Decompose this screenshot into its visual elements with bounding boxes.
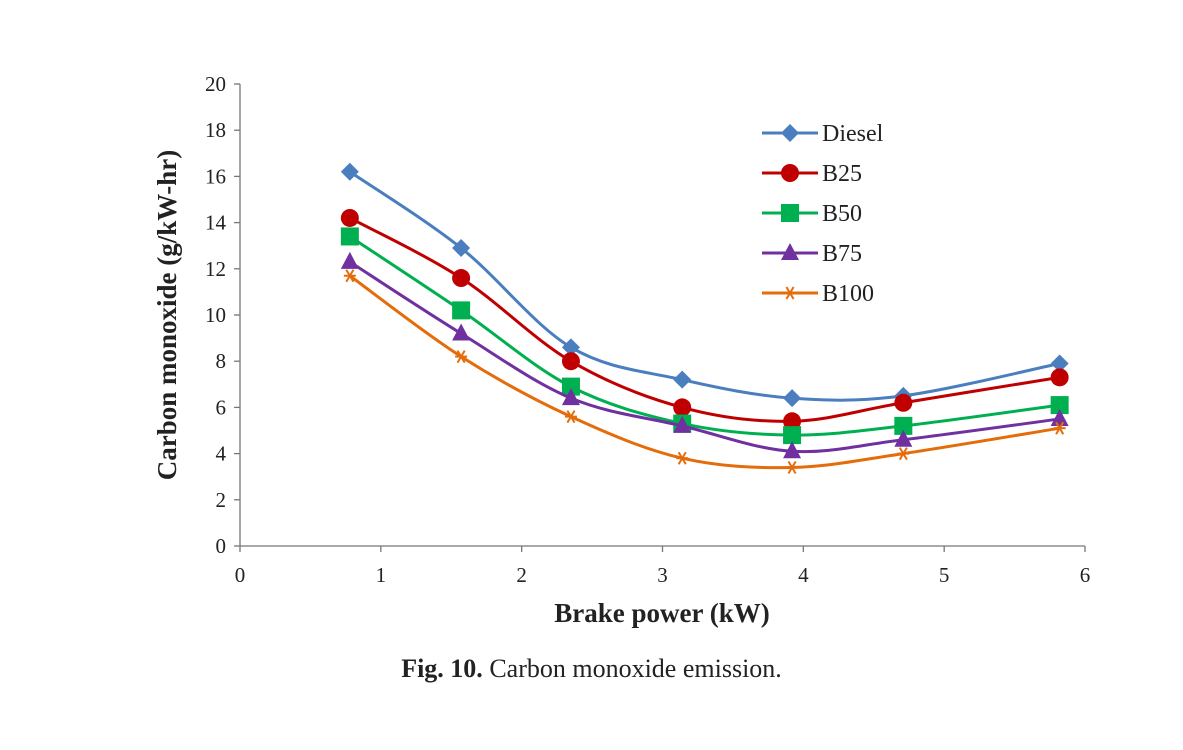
caption-label: Fig. 10. — [401, 654, 483, 683]
data-point-b50 — [340, 227, 359, 246]
legend-marker-b25 — [781, 164, 799, 182]
series-diesel — [340, 162, 1069, 408]
x-tick-label: 1 — [376, 563, 387, 587]
y-tick-label: 14 — [205, 211, 227, 235]
series-b75 — [340, 251, 1069, 459]
data-point-diesel — [452, 239, 471, 258]
data-point-b25 — [1050, 368, 1069, 387]
data-point-b25 — [783, 412, 802, 431]
y-tick-label: 18 — [205, 118, 226, 142]
data-point-b25 — [452, 269, 471, 288]
data-point-b75 — [340, 251, 359, 269]
series-b100 — [343, 269, 1066, 474]
x-tick-label: 2 — [516, 563, 527, 587]
data-point-b25 — [894, 393, 913, 412]
legend-marker-diesel — [781, 124, 799, 142]
data-point-b50 — [783, 426, 802, 445]
legend-item-b100: B100 — [762, 281, 874, 307]
data-point-b50 — [894, 416, 913, 435]
x-tick-label: 6 — [1080, 563, 1091, 587]
data-point-b75 — [452, 323, 471, 341]
data-point-diesel — [561, 338, 580, 357]
x-tick-label: 5 — [939, 563, 950, 587]
data-point-b100 — [786, 460, 799, 474]
legend-item-b50: B50 — [762, 201, 862, 227]
data-point-b25 — [673, 398, 692, 417]
data-point-b75 — [561, 388, 580, 406]
data-point-b50 — [452, 301, 471, 320]
data-point-b100 — [897, 447, 910, 461]
y-tick-label: 0 — [216, 534, 227, 558]
data-point-diesel — [783, 389, 802, 408]
data-point-b100 — [1053, 421, 1066, 435]
legend-item-b25: B25 — [762, 161, 862, 187]
legend-label-b75: B75 — [822, 241, 862, 267]
x-tick-label: 0 — [235, 563, 246, 587]
data-point-b75 — [1050, 408, 1069, 426]
data-point-b100 — [564, 410, 577, 424]
data-point-b75 — [894, 429, 913, 447]
caption-text: Carbon monoxide emission. — [489, 654, 782, 683]
legend-label-b50: B50 — [822, 201, 862, 227]
data-point-b25 — [561, 352, 580, 371]
legend-label-diesel: Diesel — [822, 121, 884, 147]
y-tick-label: 20 — [205, 72, 226, 96]
series-layer — [340, 162, 1069, 474]
data-point-diesel — [1050, 354, 1069, 373]
data-point-b100 — [455, 350, 468, 364]
y-axis-title: Carbon monoxide (g/kW-hr) — [152, 150, 182, 481]
data-point-b100 — [343, 269, 356, 283]
legend-item-diesel: Diesel — [762, 121, 884, 147]
legend-item-b75: B75 — [762, 241, 862, 267]
y-tick-label: 8 — [216, 349, 227, 373]
y-tick-label: 10 — [205, 303, 226, 327]
x-tick-label: 3 — [657, 563, 668, 587]
x-tick-label: 4 — [798, 563, 809, 587]
y-tick-label: 4 — [216, 442, 227, 466]
y-tick-label: 2 — [216, 488, 227, 512]
legend-marker-b50 — [781, 204, 799, 222]
y-tick-label: 12 — [205, 257, 226, 281]
legend-label-b25: B25 — [822, 161, 862, 187]
data-point-b75 — [673, 415, 692, 433]
data-point-b25 — [340, 208, 359, 227]
y-tick-label: 6 — [216, 395, 227, 419]
legend-marker-b75 — [781, 243, 799, 260]
data-point-b75 — [783, 441, 802, 459]
data-point-diesel — [340, 162, 359, 181]
y-tick-label: 16 — [205, 164, 226, 188]
series-b25 — [340, 208, 1069, 431]
legend-label-b100: B100 — [822, 281, 874, 307]
data-point-b100 — [676, 451, 689, 465]
legend: Diesel B25 B50 B75 B100 — [762, 121, 884, 307]
data-point-b50 — [561, 377, 580, 396]
data-point-diesel — [673, 370, 692, 389]
data-point-b50 — [1050, 396, 1069, 415]
figure-caption: Fig. 10. Carbon monoxide emission. — [0, 654, 1183, 684]
legend-marker-b100 — [784, 286, 796, 300]
series-line-diesel — [349, 170, 1060, 402]
x-axis-title: Brake power (kW) — [554, 598, 770, 628]
